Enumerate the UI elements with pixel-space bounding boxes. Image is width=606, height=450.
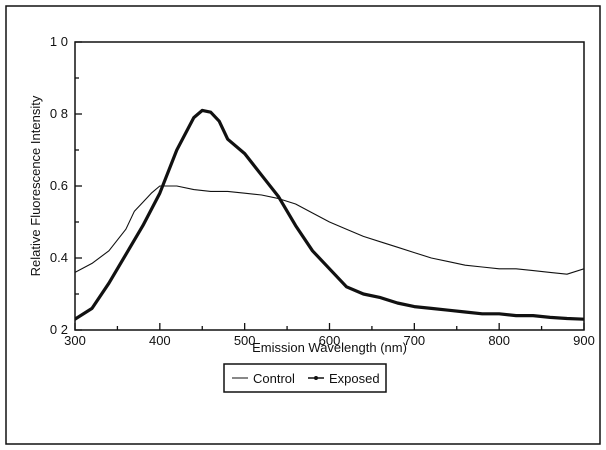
y-tick-labels: 0 2 0.4 0.6 0 8 1 0 bbox=[50, 34, 68, 337]
legend-exposed-label: Exposed bbox=[329, 371, 380, 386]
x-tick-label: 800 bbox=[488, 333, 510, 348]
series-line-control bbox=[75, 185, 584, 275]
x-tick-labels: 300 400 500 600 700 800 900 bbox=[64, 333, 595, 348]
legend-control-label: Control bbox=[253, 371, 295, 386]
legend-exposed-marker bbox=[314, 376, 318, 380]
x-tick-label: 300 bbox=[64, 333, 86, 348]
x-tick-label: 400 bbox=[149, 333, 171, 348]
y-axis-title: Relative Fluorescence Intensity bbox=[28, 95, 43, 276]
legend: Control Exposed bbox=[223, 363, 387, 393]
x-tick-label: 700 bbox=[403, 333, 425, 348]
legend-box bbox=[223, 363, 387, 393]
y-tick-label: 0 8 bbox=[50, 106, 68, 121]
y-tick-label: 0.4 bbox=[50, 250, 68, 265]
y-tick-label: 1 0 bbox=[50, 34, 68, 49]
x-tick-label: 600 bbox=[319, 333, 341, 348]
y-tick-label: 0 2 bbox=[50, 322, 68, 337]
axis-ticks bbox=[74, 41, 585, 331]
y-tick-label: 0.6 bbox=[50, 178, 68, 193]
series-layer bbox=[75, 108, 584, 321]
x-tick-label: 500 bbox=[234, 333, 256, 348]
x-tick-label: 900 bbox=[573, 333, 595, 348]
x-axis-title: Emission Wavelength (nm) bbox=[252, 340, 407, 355]
series-line-exposed bbox=[75, 108, 584, 321]
